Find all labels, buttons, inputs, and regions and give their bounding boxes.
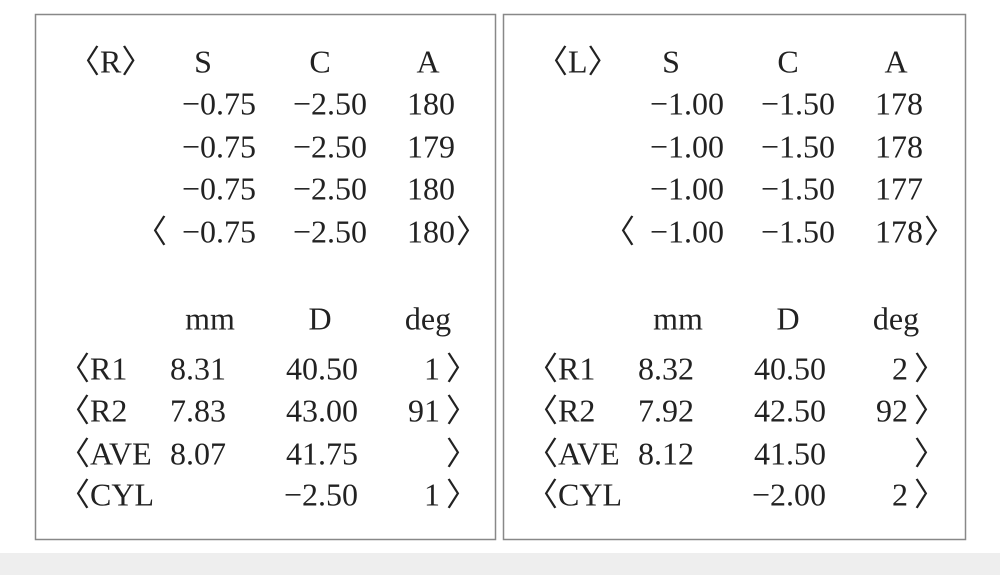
bracket: 〈 <box>526 435 558 471</box>
reading: −1.50 <box>761 128 835 164</box>
row-label: AVE <box>558 435 620 471</box>
bracket: 〉 <box>914 435 946 471</box>
mm-value: 8.32 <box>638 350 694 386</box>
degree-value: 91 <box>408 392 440 428</box>
reading: −1.00 <box>650 128 724 164</box>
bracket: 〉 <box>924 213 956 249</box>
column-header: mm <box>185 300 235 336</box>
degree-value: 2 <box>892 350 908 386</box>
average-reading: −2.50 <box>293 213 367 249</box>
column-header: A <box>884 43 907 79</box>
bracket: 〉 <box>914 476 946 512</box>
column-header: D <box>776 300 799 336</box>
column-header: C <box>309 43 330 79</box>
reading: −1.50 <box>761 170 835 206</box>
column-header: S <box>194 43 212 79</box>
bracket: 〉 <box>446 476 478 512</box>
bracket: 〉 <box>914 392 946 428</box>
bottom-strip <box>0 553 1000 575</box>
panel-frame <box>502 13 967 541</box>
bracket: 〉 <box>446 350 478 386</box>
diopter-value: −2.00 <box>752 476 826 512</box>
mm-value: 7.83 <box>170 392 226 428</box>
diopter-value: 41.75 <box>286 435 358 471</box>
column-header: A <box>416 43 439 79</box>
average-reading: 178 <box>875 213 923 249</box>
diopter-value: 40.50 <box>286 350 358 386</box>
degree-value: 2 <box>892 476 908 512</box>
diopter-value: 41.50 <box>754 435 826 471</box>
bracket: 〈 <box>526 392 558 428</box>
reading: −0.75 <box>182 170 256 206</box>
diopter-value: 40.50 <box>754 350 826 386</box>
bracket: 〈 <box>135 213 167 249</box>
mm-value: 7.92 <box>638 392 694 428</box>
reading: −0.75 <box>182 85 256 121</box>
reading: 177 <box>875 170 923 206</box>
average-reading: −1.50 <box>761 213 835 249</box>
reading: −1.00 <box>650 85 724 121</box>
diopter-value: −2.50 <box>284 476 358 512</box>
column-header: mm <box>653 300 703 336</box>
reading: 179 <box>407 128 455 164</box>
eye-label: 〈R〉 <box>68 43 153 79</box>
row-label: CYL <box>90 476 154 512</box>
diopter-value: 43.00 <box>286 392 358 428</box>
average-reading: −0.75 <box>182 213 256 249</box>
reading: 180 <box>407 170 455 206</box>
reading: 178 <box>875 128 923 164</box>
mm-value: 8.07 <box>170 435 226 471</box>
row-label: R1 <box>558 350 595 386</box>
degree-value: 1 <box>424 476 440 512</box>
column-header: C <box>777 43 798 79</box>
column-header: S <box>662 43 680 79</box>
row-label: R2 <box>90 392 127 428</box>
bracket: 〈 <box>526 476 558 512</box>
bracket: 〉 <box>456 213 488 249</box>
column-header: deg <box>405 300 451 336</box>
bracket: 〉 <box>446 435 478 471</box>
degree-value: 92 <box>876 392 908 428</box>
row-label: R1 <box>90 350 127 386</box>
reading: −2.50 <box>293 128 367 164</box>
column-header: deg <box>873 300 919 336</box>
panel-frame <box>34 13 497 541</box>
reading: −2.50 <box>293 170 367 206</box>
mm-value: 8.31 <box>170 350 226 386</box>
eye-label: 〈L〉 <box>536 43 620 79</box>
bracket: 〈 <box>603 213 635 249</box>
average-reading: −1.00 <box>650 213 724 249</box>
row-label: R2 <box>558 392 595 428</box>
reading: 178 <box>875 85 923 121</box>
diopter-value: 42.50 <box>754 392 826 428</box>
bracket: 〈 <box>58 350 90 386</box>
reading: 180 <box>407 85 455 121</box>
bracket: 〉 <box>914 350 946 386</box>
bracket: 〈 <box>58 476 90 512</box>
mm-value: 8.12 <box>638 435 694 471</box>
reading: −1.50 <box>761 85 835 121</box>
bracket: 〈 <box>526 350 558 386</box>
reading: −0.75 <box>182 128 256 164</box>
column-header: D <box>308 300 331 336</box>
degree-value: 1 <box>424 350 440 386</box>
average-reading: 180 <box>407 213 455 249</box>
bracket: 〈 <box>58 392 90 428</box>
reading: −1.00 <box>650 170 724 206</box>
bracket: 〉 <box>446 392 478 428</box>
reading: −2.50 <box>293 85 367 121</box>
bracket: 〈 <box>58 435 90 471</box>
row-label: AVE <box>90 435 152 471</box>
row-label: CYL <box>558 476 622 512</box>
